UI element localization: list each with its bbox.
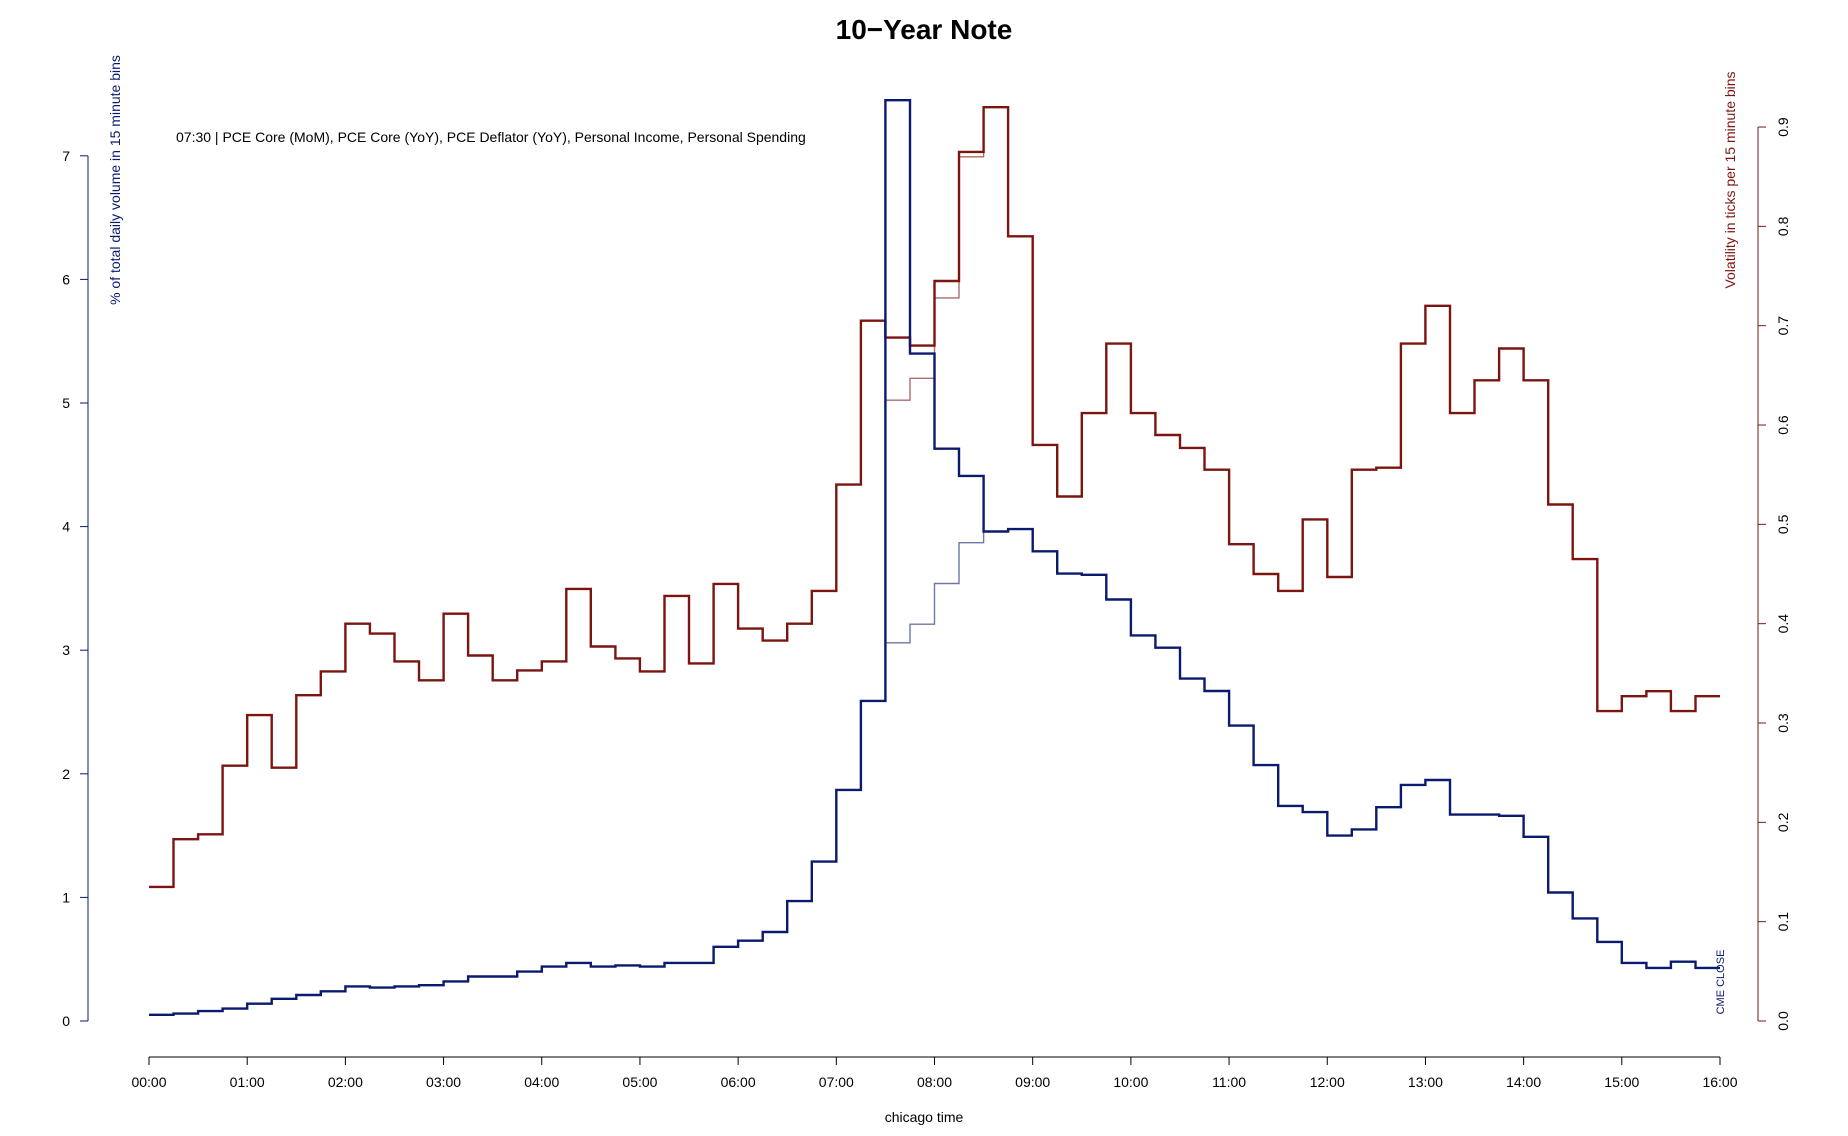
x-axis-title: chicago time xyxy=(885,1109,964,1125)
y-right-tick-label: 0.9 xyxy=(1775,117,1791,137)
y-right-tick-label: 0.5 xyxy=(1775,514,1791,534)
y-left-tick-label: 5 xyxy=(62,395,70,411)
x-tick-label: 00:00 xyxy=(131,1074,166,1090)
series-group xyxy=(149,99,1720,1016)
cme-close-label: CME CLOSE xyxy=(1715,950,1727,1015)
chart-title: 10−Year Note xyxy=(836,14,1013,45)
y-left-tick-label: 1 xyxy=(62,889,70,905)
volume-step-line xyxy=(149,99,1720,1016)
y-right-axis-title: Volatility in ticks per 15 minute bins xyxy=(1722,71,1738,288)
y-left-tick-label: 6 xyxy=(62,271,70,287)
y-right-tick-label: 0.0 xyxy=(1775,1011,1791,1031)
x-tick-label: 09:00 xyxy=(1015,1074,1050,1090)
y-left-tick-label: 4 xyxy=(62,519,70,535)
y-left-tick-label: 7 xyxy=(62,148,70,164)
x-tick-label: 03:00 xyxy=(426,1074,461,1090)
x-tick-label: 14:00 xyxy=(1506,1074,1541,1090)
y-left-axis-title: % of total daily volume in 15 minute bin… xyxy=(107,55,123,305)
y-right-tick-label: 0.1 xyxy=(1775,912,1791,932)
x-tick-label: 11:00 xyxy=(1212,1074,1246,1090)
x-tick-label: 12:00 xyxy=(1310,1074,1345,1090)
x-tick-label: 06:00 xyxy=(721,1074,756,1090)
axes-group: 00:00 01:00 02:00 03:00 04:00 05:00 06:00 07:00… xyxy=(62,117,1791,1090)
x-tick-label: 07:00 xyxy=(819,1074,854,1090)
y-left-tick-label: 2 xyxy=(62,766,70,782)
y-right-tick-label: 0.6 xyxy=(1775,415,1791,435)
volatility-step-line xyxy=(149,106,1720,889)
volume-secondary-step-line xyxy=(885,530,1009,644)
x-tick-label: 15:00 xyxy=(1604,1074,1639,1090)
y-right-tick-label: 0.8 xyxy=(1775,216,1791,236)
y-right-tick-label: 0.2 xyxy=(1775,812,1791,832)
y-left-tick-label: 0 xyxy=(62,1013,70,1029)
volatility-secondary-step-line xyxy=(885,106,1009,401)
y-right-tick-label: 0.7 xyxy=(1775,316,1791,336)
x-tick-label: 05:00 xyxy=(622,1074,657,1090)
event-annotation: 07:30 | PCE Core (MoM), PCE Core (YoY), … xyxy=(176,129,806,145)
x-tick-label: 13:00 xyxy=(1408,1074,1443,1090)
y-left-tick-label: 3 xyxy=(62,642,70,658)
x-tick-label: 16:00 xyxy=(1702,1074,1737,1090)
x-tick-label: 02:00 xyxy=(328,1074,363,1090)
y-right-tick-label: 0.3 xyxy=(1775,713,1791,733)
x-tick-label: 04:00 xyxy=(524,1074,559,1090)
y-right-tick-label: 0.4 xyxy=(1775,614,1791,634)
x-tick-label: 10:00 xyxy=(1113,1074,1148,1090)
x-tick-label: 08:00 xyxy=(917,1074,952,1090)
x-tick-label: 01:00 xyxy=(230,1074,265,1090)
